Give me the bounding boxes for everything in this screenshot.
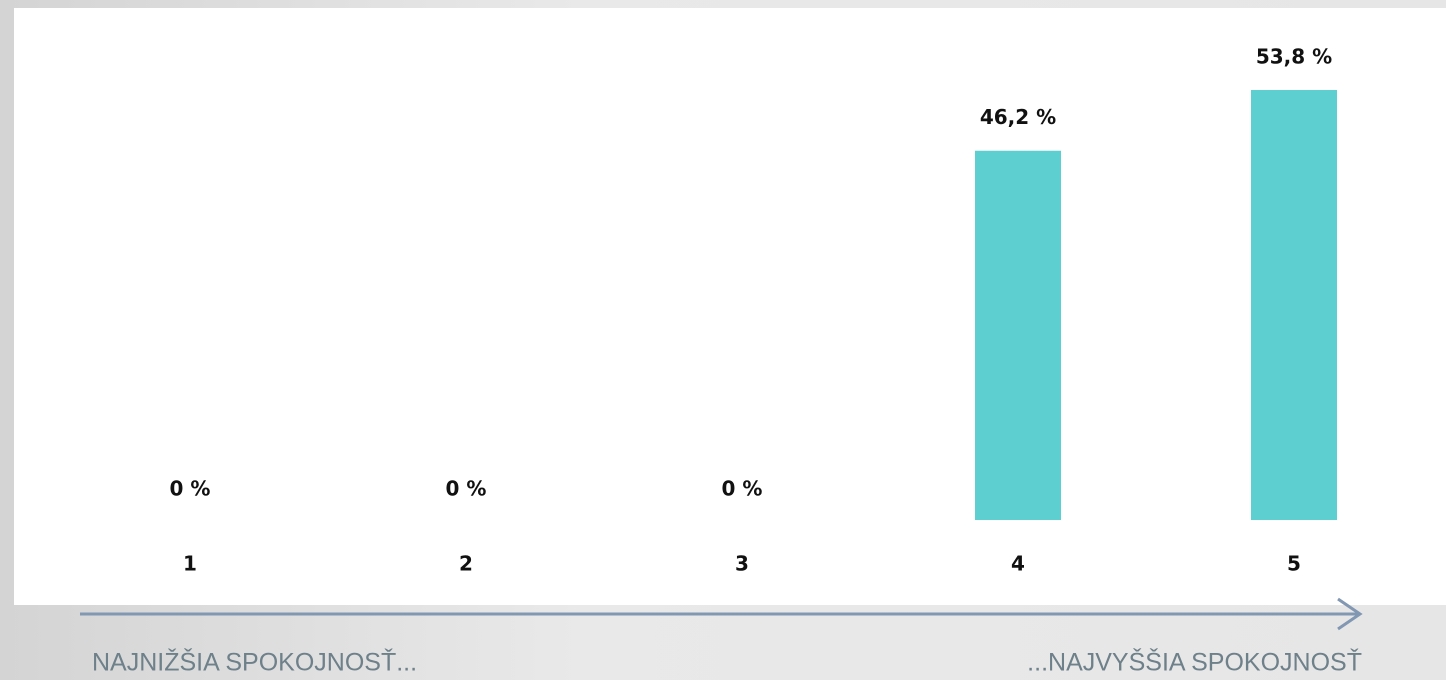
value-label: 0 %	[722, 477, 763, 501]
value-label: 0 %	[170, 477, 211, 501]
value-label: 53,8 %	[1256, 45, 1332, 69]
value-label: 0 %	[446, 477, 487, 501]
category-label: 3	[735, 552, 749, 576]
chart-panel	[14, 8, 1446, 605]
category-label: 5	[1287, 552, 1301, 576]
high-annotation: ...NAJVYŠŠIA SPOKOJNOSŤ	[1027, 648, 1362, 677]
value-label: 46,2 %	[980, 105, 1056, 129]
bar	[1251, 90, 1337, 520]
low-annotation: NAJNIŽŠIA SPOKOJNOSŤ...	[92, 648, 417, 677]
category-label: 1	[183, 552, 197, 576]
bar	[975, 150, 1061, 520]
arrow-head	[1337, 597, 1363, 631]
category-label: 4	[1011, 552, 1025, 576]
category-label: 2	[459, 552, 473, 576]
